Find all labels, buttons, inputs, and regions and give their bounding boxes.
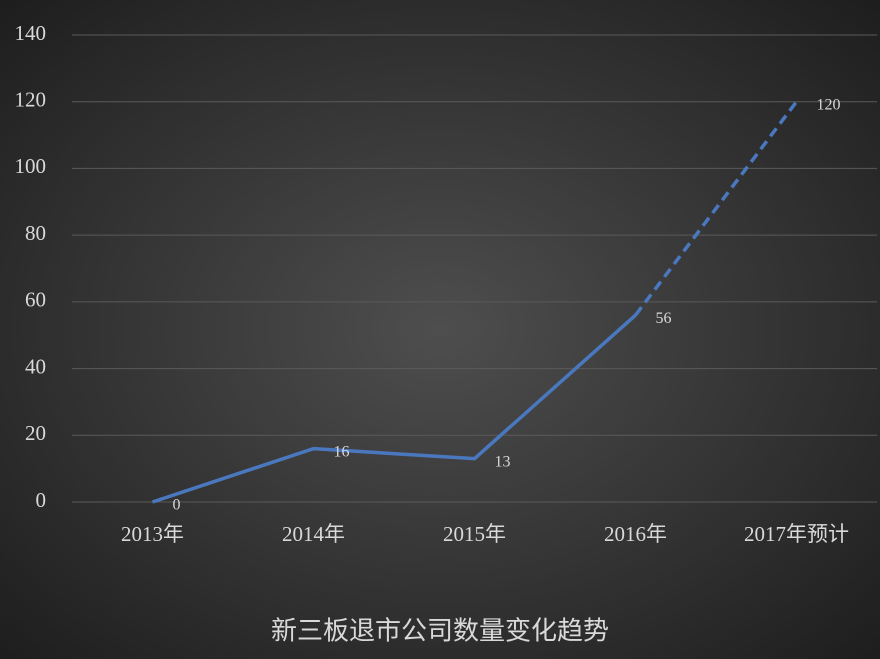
x-tick-label: 2015年 bbox=[443, 522, 506, 546]
x-tick-label: 2013年 bbox=[121, 522, 184, 546]
y-tick-label: 40 bbox=[25, 354, 46, 378]
y-tick-label: 100 bbox=[15, 154, 47, 178]
x-tick-label: 2014年 bbox=[282, 522, 345, 546]
chart-title: 新三板退市公司数量变化趋势 bbox=[271, 617, 609, 647]
data-label: 13 bbox=[495, 453, 511, 470]
data-label: 16 bbox=[334, 443, 350, 460]
y-tick-label: 20 bbox=[25, 421, 46, 445]
data-label: 120 bbox=[817, 96, 841, 113]
x-tick-label: 2017年预计 bbox=[744, 522, 849, 546]
data-label: 56 bbox=[656, 310, 672, 327]
x-tick-label: 2016年 bbox=[604, 522, 667, 546]
data-label: 0 bbox=[173, 497, 181, 514]
y-tick-label: 140 bbox=[15, 21, 47, 45]
data-line bbox=[634, 100, 798, 317]
data-line bbox=[151, 313, 637, 504]
y-tick-label: 80 bbox=[25, 221, 46, 245]
y-tick-label: 60 bbox=[25, 288, 46, 312]
y-tick-label: 120 bbox=[15, 88, 47, 112]
y-tick-label: 0 bbox=[36, 488, 47, 512]
